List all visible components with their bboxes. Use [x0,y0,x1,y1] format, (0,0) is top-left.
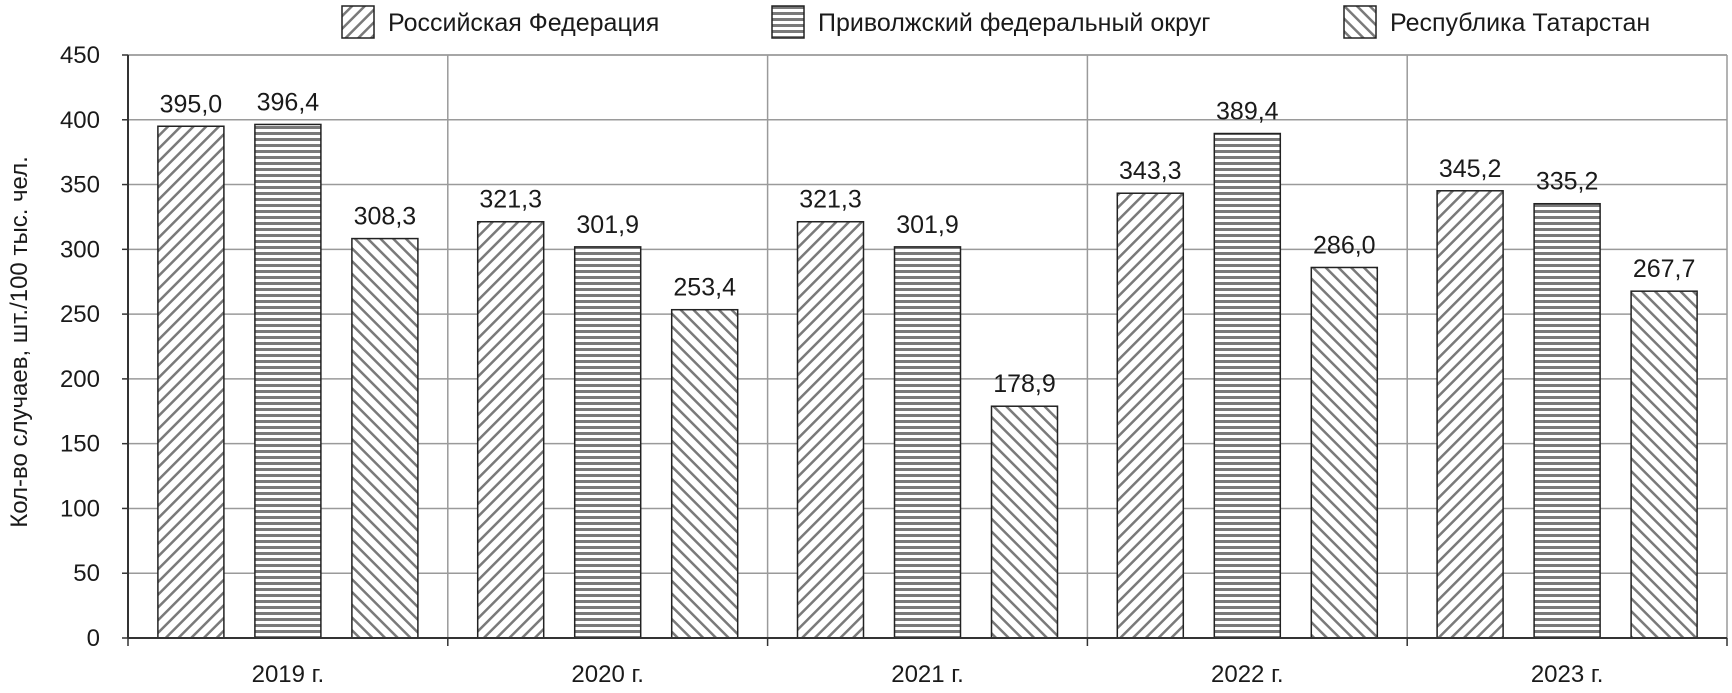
bar [351,237,419,639]
y-tick-label: 250 [60,301,100,328]
x-tick-label: 2019 г. [252,661,325,688]
y-tick-label: 100 [60,495,100,522]
data-label: 301,9 [896,211,959,239]
bar [1213,132,1282,639]
x-tick-label: 2022 г. [1211,661,1284,688]
bar [893,246,962,639]
y-tick-label: 450 [60,42,100,69]
bar [573,246,642,639]
data-label: 396,4 [257,88,320,116]
data-label: 308,3 [354,203,417,231]
bar [796,220,865,639]
bar [670,308,739,639]
y-tick-label: 50 [73,560,100,587]
data-label: 395,0 [160,90,223,118]
y-tick-label: 0 [87,625,100,652]
x-tick-label: 2023 г. [1531,661,1604,688]
legend-swatch [771,5,805,39]
data-label: 267,7 [1633,255,1696,283]
y-tick-label: 200 [60,366,100,393]
data-label: 321,3 [799,186,862,214]
y-tick-label: 150 [60,431,100,458]
x-tick-label: 2021 г. [891,661,964,688]
bar [254,123,322,639]
y-tick-label: 400 [60,107,100,134]
data-label: 343,3 [1119,157,1182,185]
legend-swatch [1343,5,1377,39]
bar [1436,190,1504,639]
data-label: 178,9 [993,370,1056,398]
bar [476,220,545,639]
x-tick-label: 2020 г. [571,661,644,688]
data-labels: 395,0 321,3 321,3 343,3 345,2 396,4 301,9 301,9… [160,88,1696,398]
bar [1116,192,1185,639]
y-axis-title: Кол-во случаев, шт./100 тыс. чел. [6,156,33,528]
legend-label: Российская Федерация [388,9,659,37]
data-label: 286,0 [1313,231,1376,259]
data-label: 301,9 [576,211,639,239]
data-label: 335,2 [1536,168,1599,196]
data-label: 389,4 [1216,98,1279,126]
data-label: 253,4 [673,274,736,302]
legend-label: Республика Татарстан [1390,9,1650,37]
bar [157,125,225,639]
y-tick-label: 300 [60,236,100,263]
data-label: 321,3 [479,186,542,214]
legend-label: Приволжский федеральный округ [818,9,1210,37]
bar [1310,266,1379,639]
bar [1533,202,1601,639]
bars [157,123,1698,639]
bar [990,405,1059,639]
axes: 0 50 100 150 200 250 300 350 400 450 2019 г. 2020 г… [60,42,1728,688]
legend-swatch [341,5,375,39]
data-label: 345,2 [1439,155,1502,183]
bar [1630,290,1698,639]
y-tick-label: 350 [60,172,100,199]
legend: Российская Федерация Приволжский федераль… [341,5,1650,39]
